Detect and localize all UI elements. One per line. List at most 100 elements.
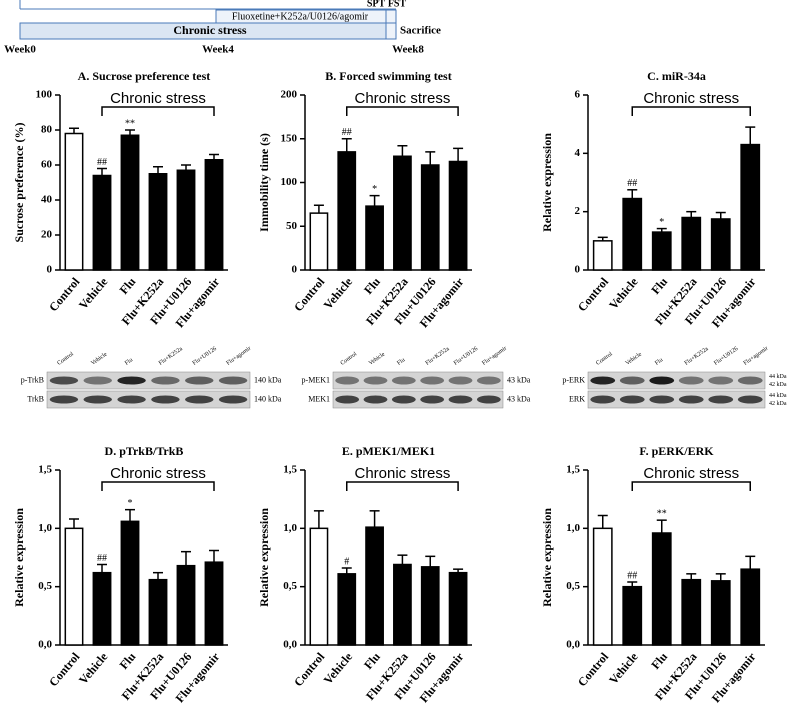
- treatment-label: Fluoxetine+K252a/U0126/agomir: [232, 11, 369, 22]
- y-tick-label: 0: [292, 264, 298, 276]
- stress-label: Chronic stress: [173, 23, 247, 37]
- lane-label: Control: [340, 351, 359, 367]
- x-tick-label: Flu: [117, 274, 139, 297]
- bracket-label: Chronic stress: [354, 465, 450, 482]
- spt-label: SPT: [367, 0, 386, 9]
- bracket-label: Chronic stress: [110, 90, 206, 107]
- bar: [651, 231, 672, 271]
- y-tick-label: 20: [41, 229, 53, 241]
- blot-band: [49, 376, 79, 385]
- blot-image: [587, 390, 766, 409]
- blot-band: [678, 376, 704, 385]
- bar: [64, 132, 84, 271]
- blot-band: [151, 395, 180, 404]
- significance-label: ##: [97, 553, 107, 564]
- fst-label: FST: [388, 0, 407, 9]
- blot-band: [218, 376, 248, 385]
- blot-band: [649, 376, 675, 385]
- lane-label: Flu+K252a: [684, 346, 710, 367]
- bar: [681, 216, 702, 271]
- x-tick-label: Control: [291, 649, 328, 689]
- lane-label: Flu: [396, 357, 406, 367]
- bar: [393, 563, 412, 646]
- lane-label: Flu+agomir: [743, 346, 770, 367]
- x-tick-label: Control: [575, 274, 612, 314]
- bar: [204, 159, 224, 271]
- lane-label: Control: [595, 351, 614, 367]
- kda-label: 140 kDa: [254, 375, 282, 384]
- y-tick-label: 1,0: [566, 522, 580, 534]
- bar: [309, 212, 329, 271]
- blot-band: [335, 395, 360, 404]
- significance-label: #: [344, 556, 349, 567]
- blot-band: [420, 376, 445, 385]
- blot-band: [590, 376, 616, 385]
- blot-band: [335, 376, 360, 385]
- bar: [120, 134, 140, 271]
- blot-band: [678, 395, 704, 404]
- blot-band: [619, 376, 645, 385]
- blot-band: [83, 395, 112, 404]
- y-tick-label: 50: [286, 220, 298, 232]
- lane-label: Flu: [654, 357, 664, 367]
- bar: [393, 155, 412, 271]
- blot-band: [363, 395, 388, 404]
- bar: [309, 527, 329, 646]
- x-tick-label: Vehicle: [606, 649, 641, 687]
- blot-band: [737, 395, 763, 404]
- blot-band: [49, 395, 79, 404]
- kda-label: 43 kDa: [507, 375, 531, 384]
- x-tick-label: Vehicle: [76, 649, 111, 687]
- lane-label: Vehicle: [368, 351, 386, 366]
- bar: [148, 173, 168, 271]
- significance-label: **: [125, 118, 135, 129]
- y-tick-label: 6: [575, 89, 581, 101]
- kda-label: 140 kDa: [254, 394, 282, 403]
- blot-band: [448, 395, 473, 404]
- bracket-label: Chronic stress: [643, 465, 739, 482]
- y-tick-label: 100: [36, 89, 53, 101]
- kda-label: 44 kDa: [769, 393, 787, 399]
- lane-label: Flu: [124, 357, 134, 367]
- bar: [681, 578, 702, 646]
- y-tick-label: 0: [575, 264, 581, 276]
- chart-title: C. miR-34a: [647, 69, 706, 83]
- bar: [710, 580, 731, 646]
- blot-band: [737, 376, 763, 385]
- y-tick-label: 1,0: [283, 522, 297, 534]
- bar: [64, 527, 84, 646]
- y-tick-label: 80: [41, 124, 53, 136]
- bar: [622, 585, 643, 646]
- bar: [365, 526, 384, 646]
- bar: [448, 571, 468, 646]
- bar: [92, 571, 112, 646]
- blot-image: [332, 371, 504, 390]
- significance-label: ##: [627, 178, 637, 189]
- bar: [92, 174, 112, 271]
- kda-label: 43 kDa: [507, 394, 531, 403]
- lane-label: Flu+agomir: [226, 346, 253, 367]
- bracket: [346, 481, 459, 491]
- lane-label: Vehicle: [625, 351, 643, 366]
- bracket: [631, 106, 751, 116]
- kda-label: 44 kDa: [769, 374, 787, 380]
- bracket-label: Chronic stress: [354, 90, 450, 107]
- bracket-label: Chronic stress: [110, 465, 206, 482]
- bar: [622, 197, 643, 271]
- bracket: [101, 106, 215, 116]
- blot-band: [185, 376, 214, 385]
- bracket: [631, 481, 751, 491]
- y-axis-label: Relative expression: [257, 508, 271, 607]
- x-tick-label: Flu: [648, 649, 670, 672]
- blot-band: [619, 395, 645, 404]
- chart-title: F. pERK/ERK: [639, 444, 714, 458]
- x-tick-label: Vehicle: [321, 274, 356, 312]
- sacrifice-label: Sacrifice: [400, 25, 441, 37]
- y-tick-label: 0,0: [283, 639, 297, 651]
- blot-image: [46, 390, 251, 409]
- bar: [365, 205, 384, 271]
- bar: [148, 578, 168, 646]
- y-tick-label: 0: [47, 264, 53, 276]
- bar: [592, 240, 613, 271]
- y-tick-label: 0,5: [566, 580, 580, 592]
